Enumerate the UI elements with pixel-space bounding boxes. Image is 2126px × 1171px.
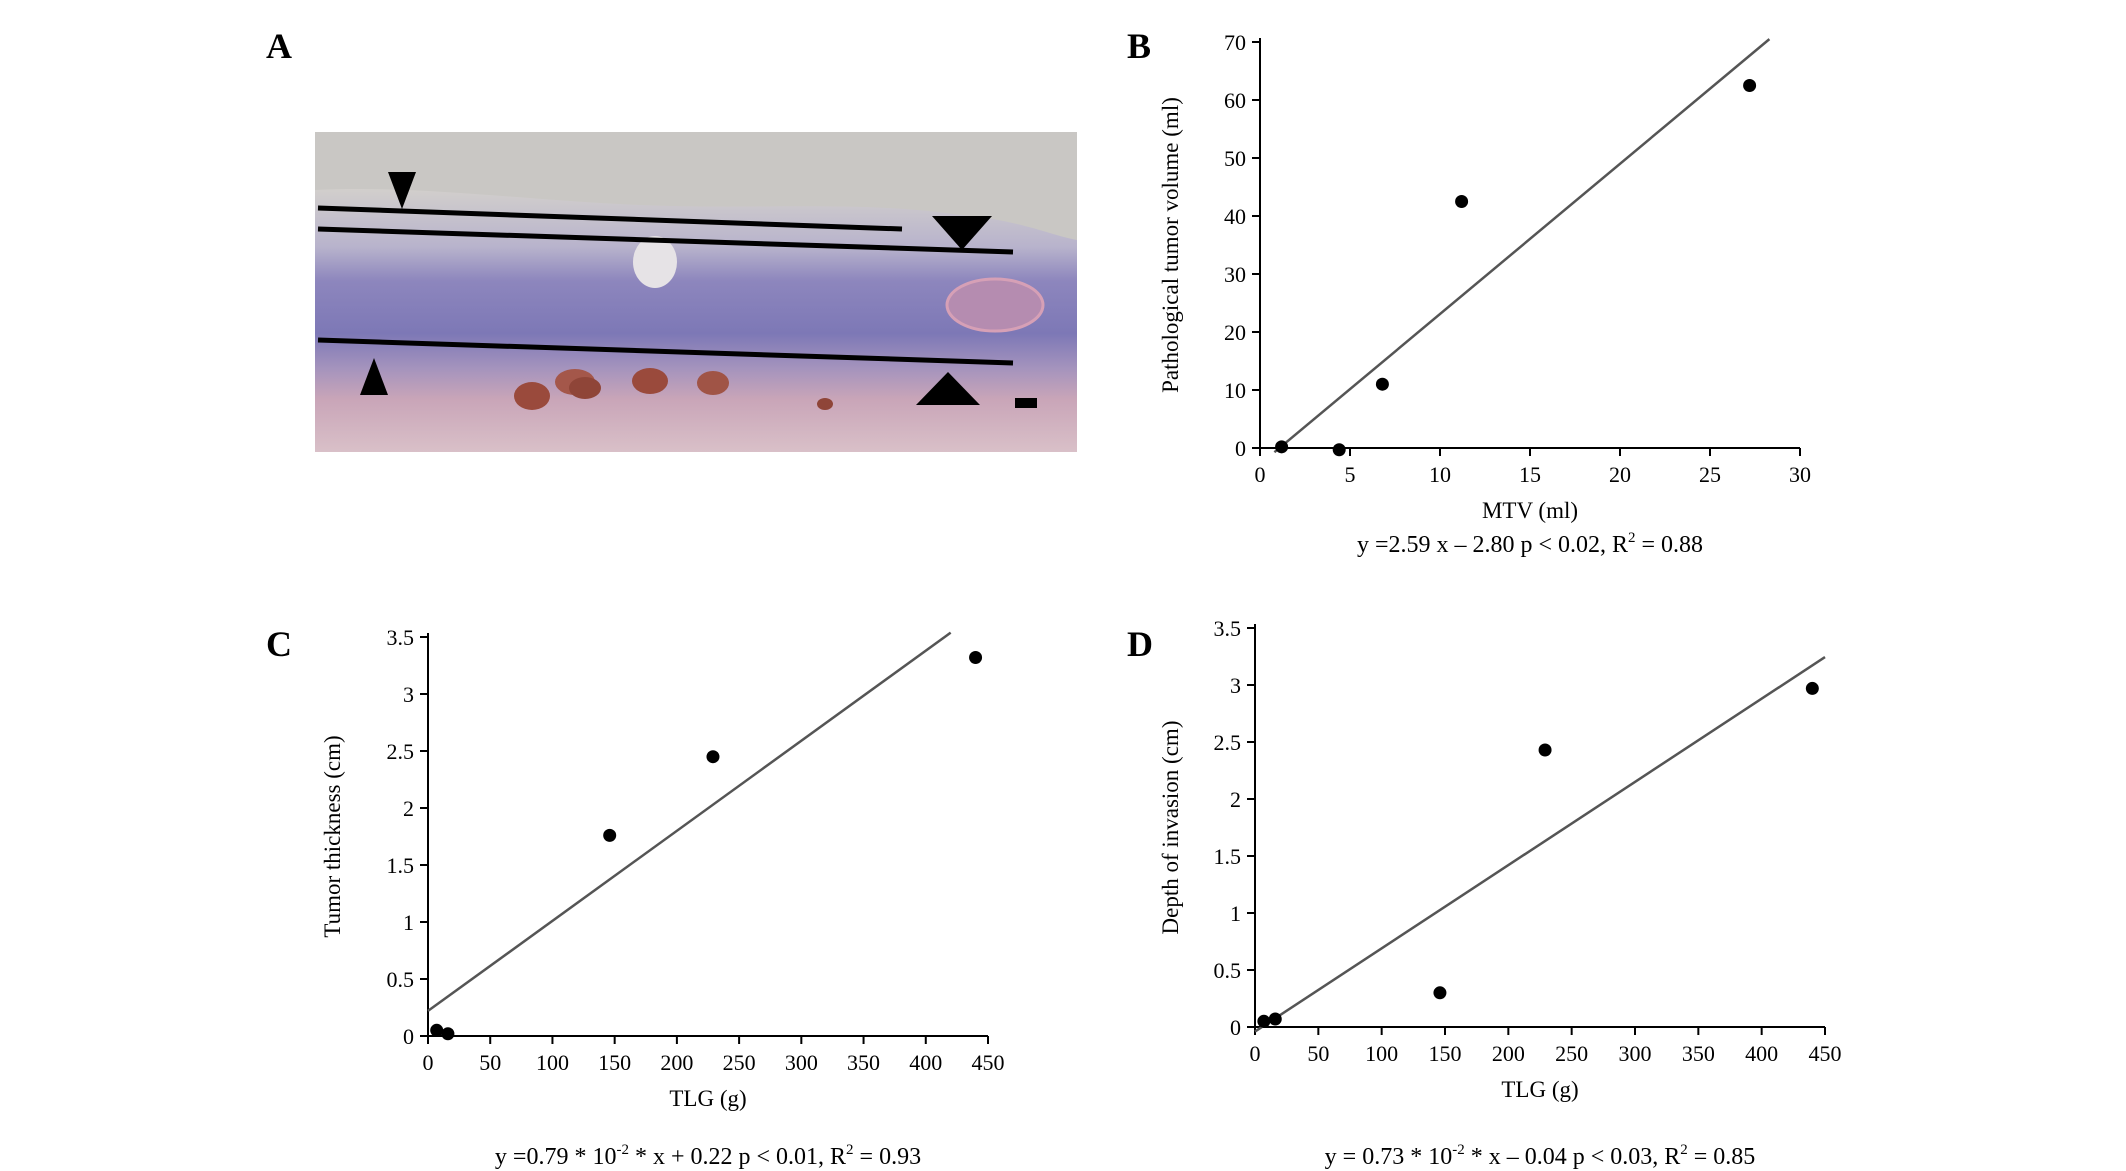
x-tick-label: 25 <box>1699 462 1721 487</box>
x-tick-label: 250 <box>1555 1041 1588 1066</box>
x-tick-label: 5 <box>1345 462 1356 487</box>
data-point <box>1538 743 1552 757</box>
x-tick-label: 300 <box>785 1050 818 1075</box>
y-tick-label: 3 <box>1230 673 1241 698</box>
regression-line <box>1273 38 1771 454</box>
y-tick-label: 2 <box>403 796 414 821</box>
regression-line <box>427 631 952 1012</box>
arrowhead-down-icon <box>932 216 992 250</box>
regression-equation: y =2.59 x – 2.80 p < 0.02, R2​ = 0.88 <box>1357 530 1703 558</box>
x-tick-label: 150 <box>1429 1041 1462 1066</box>
x-tick-label: 450 <box>1809 1041 1842 1066</box>
panel-b-chart: B 0 5 10 15 20 25 30 0 10 20 30 40 50 60 70 MTV (ml) Path… <box>1127 26 1811 558</box>
y-tick-label: 1 <box>1230 901 1241 926</box>
regression-equation: y = 0.73 * 10-2​ * x – 0.04 p < 0.03, R2… <box>1325 1142 1756 1170</box>
vessel-structure <box>945 277 1045 333</box>
data-point <box>441 1027 455 1041</box>
data-point <box>969 651 983 665</box>
regression-equation: y =0.79 * 10-2​ * x + 0.22 p < 0.01, R2​… <box>495 1142 921 1170</box>
y-tick-label: 0 <box>1230 1015 1241 1040</box>
y-axis-label: Depth of invasion (cm) <box>1158 721 1183 935</box>
data-point <box>1257 1014 1271 1028</box>
y-tick-label: 20 <box>1224 320 1246 345</box>
y-tick-label: 1.5 <box>387 853 415 878</box>
y-tick-label: 0.5 <box>1214 958 1242 983</box>
y-tick-label: 2.5 <box>387 739 415 764</box>
data-point <box>1433 986 1447 1000</box>
y-tick-label: 1.5 <box>1214 844 1242 869</box>
regression-line <box>1254 656 1826 1033</box>
x-tick-label: 300 <box>1619 1041 1652 1066</box>
panel-d-letter: D <box>1127 624 1153 664</box>
blood-clusters <box>514 368 833 410</box>
x-tick-label: 100 <box>1365 1041 1398 1066</box>
data-point <box>1743 79 1757 92</box>
x-axis-label: MTV (ml) <box>1482 498 1578 523</box>
y-tick-label: 1 <box>403 910 414 935</box>
panel-b-letter: B <box>1127 26 1151 66</box>
x-tick-label: 50 <box>479 1050 501 1075</box>
y-tick-label: 2 <box>1230 787 1241 812</box>
y-tick-label: 70 <box>1224 30 1246 55</box>
y-tick-label: 3.5 <box>387 625 415 650</box>
tissue-section <box>315 188 1077 453</box>
panel-d-chart: D 0 50 100 150 200 250 300 350 400 450 0 0.5 1 1.5 2 2.5… <box>1127 616 1842 1170</box>
y-tick-label: 3 <box>403 682 414 707</box>
arrow-down-icon <box>388 172 416 209</box>
x-tick-label: 15 <box>1519 462 1541 487</box>
x-tick-label: 0 <box>1255 462 1266 487</box>
y-tick-label: 0.5 <box>387 967 415 992</box>
data-point <box>1805 681 1819 695</box>
x-tick-label: 20 <box>1609 462 1631 487</box>
data-point <box>1268 1012 1282 1026</box>
y-tick-label: 10 <box>1224 378 1246 403</box>
x-tick-label: 0 <box>423 1050 434 1075</box>
thickness-lines <box>317 205 1014 366</box>
y-tick-label: 2.5 <box>1214 730 1242 755</box>
x-tick-label: 450 <box>972 1050 1005 1075</box>
x-tick-label: 150 <box>598 1050 631 1075</box>
data-point <box>1375 377 1389 391</box>
x-tick-label: 400 <box>1745 1041 1778 1066</box>
x-tick-label: 350 <box>1682 1041 1715 1066</box>
y-tick-label: 3.5 <box>1214 616 1242 641</box>
x-axis-label: TLG (g) <box>1501 1077 1578 1102</box>
x-tick-label: 30 <box>1789 462 1811 487</box>
y-tick-label: 60 <box>1224 88 1246 113</box>
data-point <box>603 828 617 842</box>
data-point <box>1455 195 1469 208</box>
arrowhead-up-icon <box>916 372 980 405</box>
x-tick-label: 10 <box>1429 462 1451 487</box>
data-point <box>430 1023 444 1037</box>
y-tick-label: 0 <box>1235 436 1246 461</box>
data-point <box>706 750 720 764</box>
tissue-cavity <box>633 236 677 288</box>
panel-c-letter: C <box>266 624 292 664</box>
x-tick-label: 50 <box>1307 1041 1329 1066</box>
x-tick-label: 250 <box>723 1050 756 1075</box>
panel-a-letter: A <box>266 26 292 66</box>
x-tick-label: 0 <box>1250 1041 1261 1066</box>
x-tick-label: 200 <box>660 1050 693 1075</box>
y-axis-label: Tumor thickness (cm) <box>320 735 345 937</box>
panel-c-chart: C 0 50 100 150 200 250 300 350 400 450 0 0.5 1 1.5 2 2.5… <box>266 624 1005 1170</box>
x-tick-label: 200 <box>1492 1041 1525 1066</box>
arrow-up-icon <box>360 358 388 395</box>
y-tick-label: 30 <box>1224 262 1246 287</box>
y-tick-label: 40 <box>1224 204 1246 229</box>
x-tick-label: 400 <box>909 1050 942 1075</box>
x-tick-label: 350 <box>847 1050 880 1075</box>
arrow-markers <box>360 172 1037 408</box>
panel-a: A <box>266 26 1077 453</box>
x-tick-label: 100 <box>536 1050 569 1075</box>
y-tick-label: 50 <box>1224 146 1246 171</box>
y-axis-label: Pathological tumor volume (ml) <box>1158 97 1183 393</box>
scale-bar <box>1015 398 1037 408</box>
x-axis-label: TLG (g) <box>669 1086 746 1111</box>
y-tick-label: 0 <box>403 1024 414 1049</box>
data-point <box>1275 440 1289 454</box>
data-point <box>1332 443 1346 457</box>
